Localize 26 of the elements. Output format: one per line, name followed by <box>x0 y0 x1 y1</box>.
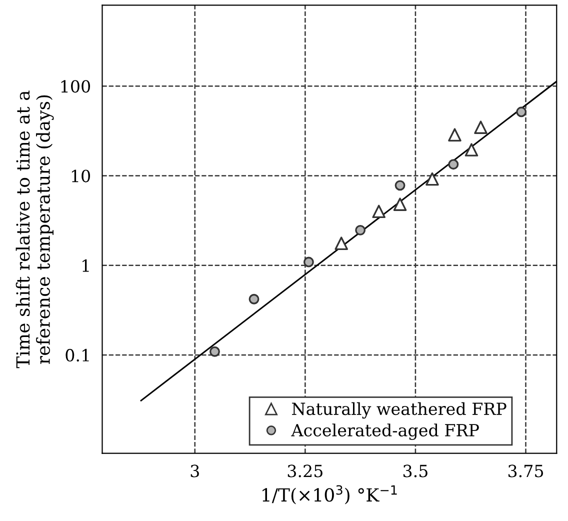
point <box>464 143 478 156</box>
point <box>303 256 314 268</box>
point <box>426 172 439 186</box>
point <box>372 204 386 218</box>
legend-label: Naturally weathered FRP <box>292 402 506 419</box>
y-tick-label: 1 <box>82 259 89 272</box>
point <box>393 198 407 211</box>
y-tick-label: 0.1 <box>66 348 89 362</box>
point <box>248 294 260 304</box>
x-tick-label: 3.5 <box>403 464 428 478</box>
point <box>210 346 220 357</box>
x-tick-label: 3.75 <box>508 464 544 478</box>
point <box>394 180 406 191</box>
point <box>355 224 366 236</box>
y-axis-title: Time shift relative to time at a reference temperature (days) <box>16 90 54 368</box>
point <box>334 236 348 250</box>
legend-label: Accelerated-aged FRP <box>291 424 479 440</box>
y-tick-label: 100 <box>61 80 90 93</box>
point <box>448 159 459 170</box>
point <box>474 120 488 134</box>
point <box>516 106 527 118</box>
x-tick-label: 3.25 <box>288 464 322 478</box>
x-axis-title: 1/T(×10$^{3}$) °K$^{−1}$ <box>262 485 397 504</box>
point <box>448 128 462 142</box>
x-tick-label: 3 <box>190 464 199 478</box>
y-tick-label: 10 <box>72 170 90 182</box>
